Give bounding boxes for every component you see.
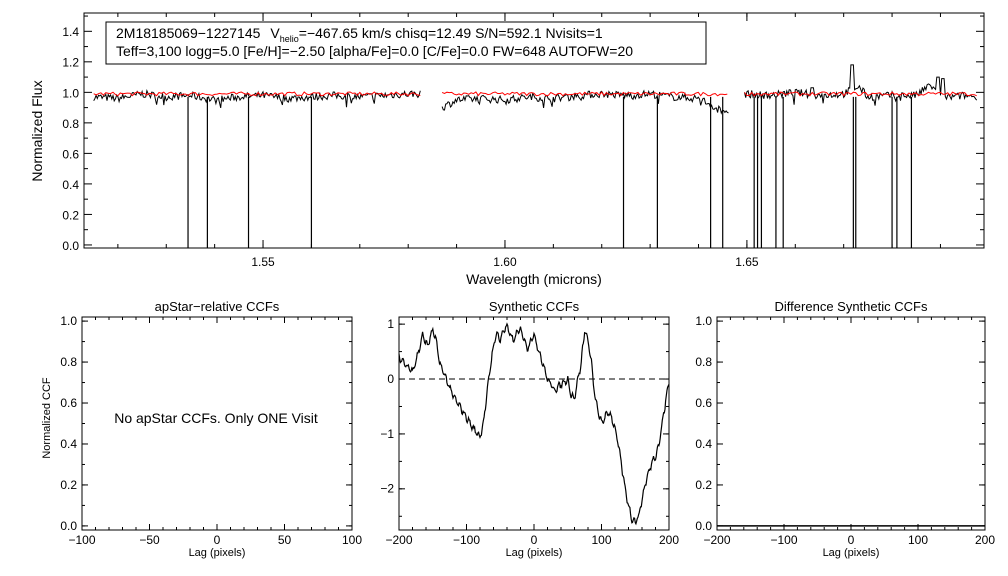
- synthetic-plot-area: [398, 322, 670, 526]
- y-tick-label: 0.4: [62, 178, 79, 192]
- x-tick-label: −200: [385, 533, 412, 547]
- y-tick-label: 0.4: [60, 437, 77, 451]
- y-tick-label: 0.6: [695, 396, 712, 410]
- x-tick-label: −100: [770, 533, 797, 547]
- difference-x-label: Lag (pixels): [823, 547, 880, 559]
- y-tick-label: 1.0: [60, 314, 77, 328]
- y-tick-label: 0.0: [62, 239, 79, 253]
- x-tick-label: 1.55: [251, 255, 275, 269]
- y-tick-label: 0.2: [62, 208, 79, 222]
- spectrum-axes: 1.55 1.60 1.65 0.0 0.2 0.4 0.6 0.8 1.0 1.2 1.4: [62, 13, 984, 269]
- y-tick-label: 0.6: [62, 147, 79, 161]
- x-tick-label: −200: [703, 533, 730, 547]
- x-tick-label: 0: [214, 533, 221, 547]
- spectrum-panel: 1.55 1.60 1.65 0.0 0.2 0.4 0.6 0.8 1.0 1.2 1.4 2M1…: [29, 12, 985, 287]
- star-id: 2M18185069−1227145: [116, 25, 261, 41]
- v-helio-label: V: [270, 25, 280, 41]
- info-box-line2: Teff=3,100 logg=5.0 [Fe/H]=−2.50 [alpha/…: [116, 43, 633, 59]
- info-box-frame: [105, 21, 707, 65]
- synthetic-plot-frame: [398, 316, 670, 531]
- x-tick-label: −50: [139, 533, 160, 547]
- x-tick-label: 200: [659, 533, 679, 547]
- spectrum-plot-frame: [83, 12, 985, 249]
- apstar-annotation: No apStar CCFs. Only ONE Visit: [114, 410, 318, 426]
- x-tick-label: 100: [342, 533, 362, 547]
- info-box-line1: 2M18185069−1227145 Vhelio=−467.65 km/s ch…: [116, 25, 603, 44]
- spectrum-info-box: 2M18185069−1227145 Vhelio=−467.65 km/s ch…: [105, 21, 707, 65]
- synthetic-ccf-line: [398, 322, 670, 526]
- y-tick-label: 0.8: [695, 355, 712, 369]
- y-tick-label: −1: [380, 427, 394, 441]
- spectrum-plot-area: [93, 64, 978, 248]
- y-tick-label: 1.2: [62, 56, 79, 70]
- synthetic-ccf-panel: Synthetic CCFs −200 −100 0 100 200 −2 −1 0 1 Lag…: [380, 299, 679, 559]
- x-tick-label: 100: [908, 533, 928, 547]
- y-tick-label: 0: [387, 372, 394, 386]
- x-tick-label: 50: [278, 533, 292, 547]
- y-tick-label: 0.0: [60, 519, 77, 533]
- model-spectrum-segment: [441, 91, 728, 97]
- info-box-stats: =−467.65 km/s chisq=12.49 S/N=592.1 Nvis…: [299, 25, 603, 41]
- x-tick-label: 1.60: [493, 255, 517, 269]
- model-spectrum-segment: [93, 91, 421, 97]
- apstar-panel-title: apStar−relative CCFs: [155, 299, 280, 314]
- apstar-ccf-panel: apStar−relative CCFs −100 −50 0 50 100 0.0 0.2…: [41, 299, 362, 559]
- y-tick-label: 0.6: [60, 396, 77, 410]
- y-tick-label: 0.2: [695, 478, 712, 492]
- y-tick-label: 0.2: [60, 478, 77, 492]
- difference-plot-frame: [716, 316, 986, 531]
- difference-ccf-panel: Difference Synthetic CCFs −200 −100 0 100 20…: [695, 299, 995, 559]
- v-helio-subscript: helio: [280, 34, 299, 44]
- apstar-axes: −100 −50 0 50 100 0.0 0.2 0.4 0.6 0.8 1.0: [60, 314, 362, 547]
- synthetic-panel-title: Synthetic CCFs: [489, 299, 580, 314]
- spectrum-x-label: Wavelength (microns): [466, 271, 602, 287]
- y-tick-label: 0.8: [60, 355, 77, 369]
- spectrum-y-label: Normalized Flux: [29, 80, 45, 181]
- x-tick-label: 0: [531, 533, 538, 547]
- model-spectrum-segment: [744, 91, 977, 97]
- y-tick-label: 1: [387, 317, 394, 331]
- observed-spectrum-segment: [441, 89, 729, 115]
- y-tick-label: 1.4: [62, 25, 79, 39]
- x-tick-label: 1.65: [735, 255, 759, 269]
- x-tick-label: −100: [453, 533, 480, 547]
- y-tick-label: 1.0: [695, 314, 712, 328]
- y-tick-label: 0.8: [62, 117, 79, 131]
- y-tick-label: 1.0: [62, 86, 79, 100]
- apstar-y-label: Normalized CCF: [41, 377, 53, 459]
- difference-axes: −200 −100 0 100 200 0.0 0.2 0.4 0.6 0.8 1.0: [695, 314, 995, 547]
- x-tick-label: 0: [848, 533, 855, 547]
- observed-spectrum-segment: [744, 64, 978, 106]
- x-tick-label: 100: [591, 533, 611, 547]
- y-tick-label: 0.4: [695, 437, 712, 451]
- x-tick-label: 200: [975, 533, 995, 547]
- y-tick-label: −2: [380, 482, 394, 496]
- synthetic-x-label: Lag (pixels): [506, 547, 563, 559]
- y-tick-label: 0.0: [695, 519, 712, 533]
- synthetic-axes: −200 −100 0 100 200 −2 −1 0 1: [380, 317, 679, 547]
- x-tick-label: −100: [68, 533, 95, 547]
- apstar-x-label: Lag (pixels): [189, 547, 246, 559]
- difference-panel-title: Difference Synthetic CCFs: [775, 299, 928, 314]
